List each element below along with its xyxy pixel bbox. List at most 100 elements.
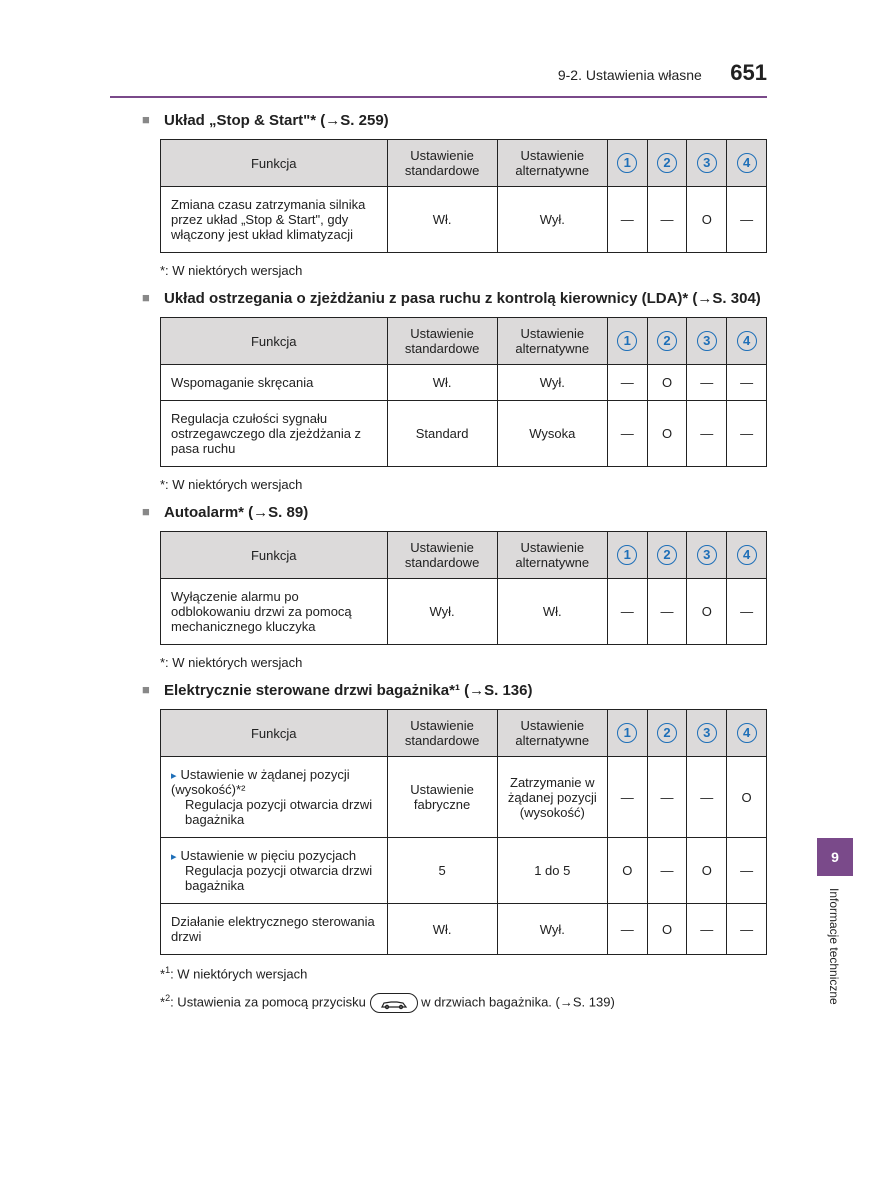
cell-std: Wł. bbox=[387, 365, 497, 401]
table-header-row: Funkcja Ustawienie standardowe Ustawieni… bbox=[161, 140, 767, 187]
section-title-stop-start: Układ „Stop & Start"* (→S. 259) bbox=[164, 112, 767, 129]
section-title-lda: Układ ostrzegania o zjeżdżaniu z pasa ru… bbox=[164, 290, 767, 307]
table-header-row: Funkcja Ustawienie standardowe Ustawieni… bbox=[161, 710, 767, 757]
cell-v: O bbox=[647, 904, 687, 955]
func-line2: Regulacja pozycji otwarcia drzwi bagażni… bbox=[185, 797, 377, 827]
table-row: Regulacja czułości sygnału ostrzegawczeg… bbox=[161, 401, 767, 467]
footnote: *: W niektórych wersjach bbox=[160, 263, 767, 278]
th-std: Ustawienie standardowe bbox=[387, 710, 497, 757]
th-num: 4 bbox=[727, 140, 767, 187]
th-std: Ustawienie standardowe bbox=[387, 532, 497, 579]
table-autoalarm: Funkcja Ustawienie standardowe Ustawieni… bbox=[160, 531, 767, 645]
table-lda: Funkcja Ustawienie standardowe Ustawieni… bbox=[160, 317, 767, 467]
cell-v: O bbox=[687, 187, 727, 253]
circled-3: 3 bbox=[697, 331, 717, 351]
cell-v: — bbox=[687, 401, 727, 467]
cell-v: — bbox=[607, 401, 647, 467]
circled-4: 4 bbox=[737, 723, 757, 743]
th-num: 3 bbox=[687, 140, 727, 187]
cell-std: 5 bbox=[387, 838, 497, 904]
cell-v: — bbox=[727, 904, 767, 955]
side-tab-number: 9 bbox=[817, 838, 853, 876]
footnote: *: W niektórych wersjach bbox=[160, 655, 767, 670]
cell-func: Regulacja czułości sygnału ostrzegawczeg… bbox=[161, 401, 388, 467]
circled-4: 4 bbox=[737, 331, 757, 351]
cell-v: — bbox=[687, 365, 727, 401]
cell-v: — bbox=[727, 401, 767, 467]
cell-alt: Wył. bbox=[497, 904, 607, 955]
cell-alt: 1 do 5 bbox=[497, 838, 607, 904]
header-section: 9-2. Ustawienia własne bbox=[558, 67, 702, 83]
cell-v: — bbox=[687, 904, 727, 955]
cell-std: Wył. bbox=[387, 579, 497, 645]
table-row: Zmiana czasu zatrzymania silnika przez u… bbox=[161, 187, 767, 253]
table-header-row: Funkcja Ustawienie standardowe Ustawieni… bbox=[161, 532, 767, 579]
cell-func: Zmiana czasu zatrzymania silnika przez u… bbox=[161, 187, 388, 253]
cell-v: — bbox=[647, 579, 687, 645]
cell-v: — bbox=[607, 904, 647, 955]
footnote-1: *1: W niektórych wersjach bbox=[160, 965, 767, 981]
func-line1: Ustawienie w pięciu pozycjach bbox=[181, 848, 357, 863]
cell-v: O bbox=[647, 401, 687, 467]
circled-4: 4 bbox=[737, 153, 757, 173]
circled-3: 3 bbox=[697, 723, 717, 743]
cell-v: O bbox=[607, 838, 647, 904]
cell-alt: Wysoka bbox=[497, 401, 607, 467]
th-alt: Ustawienie alternatywne bbox=[497, 532, 607, 579]
cell-alt: Wł. bbox=[497, 579, 607, 645]
th-std: Ustawienie standardowe bbox=[387, 140, 497, 187]
circled-1: 1 bbox=[617, 545, 637, 565]
table-row: Wspomaganie skręcania Wł. Wył. — O — — bbox=[161, 365, 767, 401]
th-func: Funkcja bbox=[161, 710, 388, 757]
side-tab-label: Informacje techniczne bbox=[827, 876, 841, 1076]
cell-v: O bbox=[687, 838, 727, 904]
cell-v: — bbox=[647, 838, 687, 904]
th-std: Ustawienie standardowe bbox=[387, 318, 497, 365]
footnote-2: *2: Ustawienia za pomocą przycisku w drz… bbox=[160, 993, 767, 1013]
cell-v: — bbox=[727, 579, 767, 645]
circled-4: 4 bbox=[737, 545, 757, 565]
footnote: *: W niektórych wersjach bbox=[160, 477, 767, 492]
cell-v: — bbox=[607, 187, 647, 253]
th-alt: Ustawienie alternatywne bbox=[497, 318, 607, 365]
circled-3: 3 bbox=[697, 545, 717, 565]
th-num: 1 bbox=[607, 140, 647, 187]
table-header-row: Funkcja Ustawienie standardowe Ustawieni… bbox=[161, 318, 767, 365]
cell-func: Wyłączenie alarmu po odblokowaniu drzwi … bbox=[161, 579, 388, 645]
th-alt: Ustawienie alternatywne bbox=[497, 710, 607, 757]
th-alt: Ustawienie alternatywne bbox=[497, 140, 607, 187]
cell-std: Wł. bbox=[387, 904, 497, 955]
table-stop-start: Funkcja Ustawienie standardowe Ustawieni… bbox=[160, 139, 767, 253]
circled-1: 1 bbox=[617, 153, 637, 173]
cell-v: — bbox=[727, 187, 767, 253]
circled-2: 2 bbox=[657, 723, 677, 743]
cell-func: Działanie elektrycznego sterowania drzwi bbox=[161, 904, 388, 955]
cell-func: Ustawienie w żądanej pozycji (wysokość)*… bbox=[161, 757, 388, 838]
cell-func: Ustawienie w pięciu pozycjach Regulacja … bbox=[161, 838, 388, 904]
header-page-number: 651 bbox=[730, 60, 767, 85]
cell-alt: Wył. bbox=[497, 187, 607, 253]
content: Układ „Stop & Start"* (→S. 259) Funkcja … bbox=[110, 112, 767, 1013]
circled-1: 1 bbox=[617, 723, 637, 743]
th-func: Funkcja bbox=[161, 318, 388, 365]
circled-1: 1 bbox=[617, 331, 637, 351]
circled-2: 2 bbox=[657, 545, 677, 565]
section-title-autoalarm: Autoalarm* (→S. 89) bbox=[164, 504, 767, 521]
table-row: Ustawienie w pięciu pozycjach Regulacja … bbox=[161, 838, 767, 904]
circled-2: 2 bbox=[657, 331, 677, 351]
cell-alt: Wył. bbox=[497, 365, 607, 401]
page-header: 9-2. Ustawienia własne 651 bbox=[110, 60, 767, 98]
cell-v: — bbox=[727, 365, 767, 401]
func-line1: Ustawienie w żądanej pozycji (wysokość)*… bbox=[171, 767, 350, 797]
cell-std: Ustawienie fabryczne bbox=[387, 757, 497, 838]
th-num: 2 bbox=[647, 140, 687, 187]
circled-2: 2 bbox=[657, 153, 677, 173]
cell-v: O bbox=[687, 579, 727, 645]
th-func: Funkcja bbox=[161, 140, 388, 187]
car-button-icon bbox=[370, 993, 418, 1013]
cell-std: Wł. bbox=[387, 187, 497, 253]
cell-v: — bbox=[687, 757, 727, 838]
cell-std: Standard bbox=[387, 401, 497, 467]
chapter-side-tab: 9 Informacje techniczne bbox=[817, 838, 853, 1076]
cell-v: O bbox=[647, 365, 687, 401]
